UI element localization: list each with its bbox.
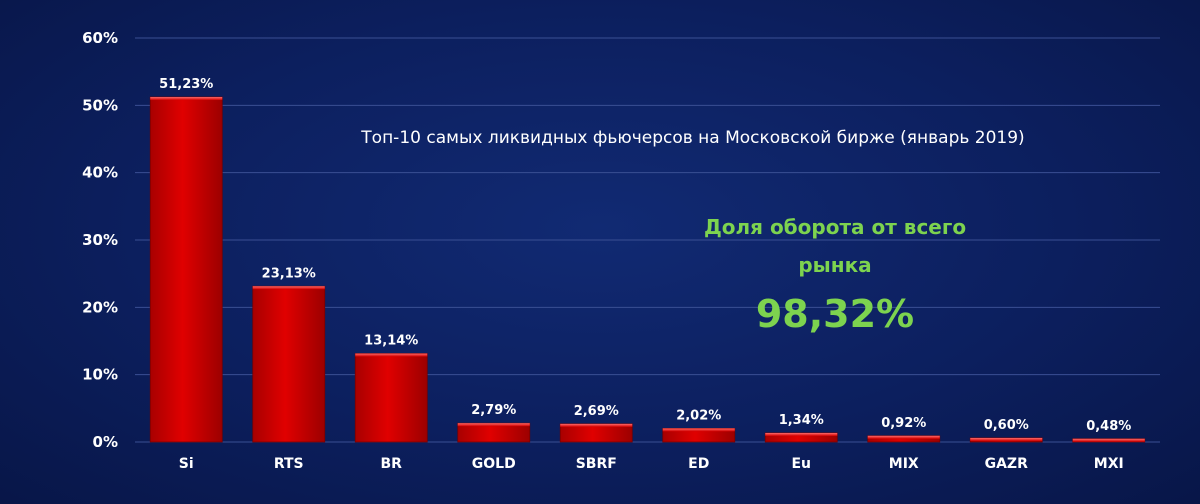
data-label-mxi: 0,48% [1086,419,1131,434]
category-label-gazr: GAZR [985,456,1028,472]
y-tick-label: 30% [82,231,118,249]
chart-title: Топ-10 самых ликвидных фьючерсов на Моск… [360,128,1024,148]
data-label-mix: 0,92% [881,416,926,431]
data-label-gazr: 0,60% [984,418,1029,433]
bar-rts [252,285,326,443]
bar-top-eu [765,432,838,436]
category-label-br: BR [381,456,403,472]
category-label-rts: RTS [274,456,304,472]
category-label-mxi: MXI [1094,456,1124,472]
y-tick-label: 20% [82,298,118,316]
data-label-sbrf: 2,69% [574,404,619,419]
y-tick-label: 0% [93,433,118,451]
bar-top-gazr [970,437,1043,441]
y-axis: 0% 10% 20% 30% 40% 50% 60% [82,29,118,451]
y-tick-label: 60% [82,29,118,47]
turnover-share-annotation: Доля оборота от всего рынка 98,32% [704,215,966,336]
data-label-ed: 2,02% [676,408,721,423]
data-label-si: 51,23% [159,77,213,92]
share-label-line2: рынка [798,253,871,277]
bar-top-mxi [1072,438,1145,442]
data-label-br: 13,14% [364,334,418,349]
bar-top-ed [662,428,735,432]
x-axis: Si RTS BR GOLD SBRF ED Eu MIX GAZR MXI [179,456,1124,472]
bar-top-gold [457,423,530,427]
bar-top-br [355,353,428,357]
bar-top-mix [867,435,940,439]
bar-top-sbrf [560,423,633,427]
y-tick-label: 50% [82,96,118,114]
category-label-sbrf: SBRF [576,456,617,472]
y-tick-label: 10% [82,366,118,384]
category-label-ed: ED [688,456,709,472]
bars [149,96,1146,443]
share-value: 98,32% [756,292,914,336]
category-label-mix: MIX [889,456,919,472]
category-label-gold: GOLD [472,456,516,472]
y-tick-label: 40% [82,164,118,182]
data-label-rts: 23,13% [262,266,316,281]
data-labels: 51,23% 23,13% 13,14% 2,79% 2,69% 2,02% 1,34% 0,… [159,77,1131,434]
bar-top-rts [252,286,325,290]
category-label-si: Si [179,456,194,472]
share-label-line1: Доля оборота от всего [704,215,966,239]
category-label-eu: Eu [791,456,811,472]
data-label-eu: 1,34% [779,413,824,428]
bar-si [149,96,223,443]
bar-top-si [150,97,223,101]
bar-br [354,353,428,443]
data-label-gold: 2,79% [471,403,516,418]
